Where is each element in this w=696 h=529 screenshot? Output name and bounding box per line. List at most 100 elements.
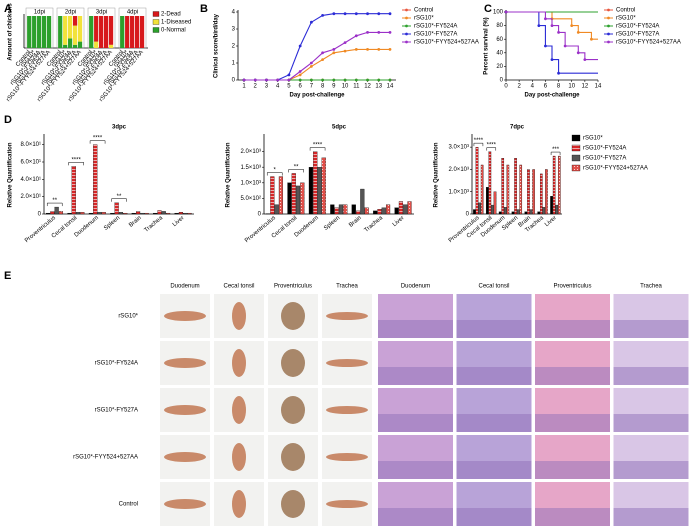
x-tick-label: Liver <box>172 215 186 228</box>
point <box>388 78 392 82</box>
chart-title: 3dpc <box>112 125 127 131</box>
micrograph-tissue <box>535 461 610 479</box>
x-tick-label: 7 <box>310 84 314 90</box>
point <box>298 70 302 73</box>
point <box>298 73 302 77</box>
bar <box>351 204 356 215</box>
legend-label: rSG10*-FY524A <box>583 146 626 152</box>
organ <box>281 490 305 518</box>
y-axis-label: Amount of chickens <box>8 3 14 61</box>
legend-marker <box>405 40 408 44</box>
series-line <box>244 13 390 81</box>
bar-segment <box>63 16 68 45</box>
chart-title: 5dpc <box>332 125 347 131</box>
organ <box>232 302 246 330</box>
organ <box>326 312 368 320</box>
x-tick-label: 12 <box>364 84 371 90</box>
panel-label: C <box>484 3 492 15</box>
chart-title: 7dpc <box>510 125 525 131</box>
x-tick-label: Proventriculus <box>244 215 277 244</box>
x-tick-label: 3 <box>265 84 269 90</box>
y-axis-label: Relative Quantification <box>8 142 14 207</box>
bar <box>557 155 561 215</box>
legend-marker <box>405 24 408 28</box>
significance-bracket <box>486 147 497 151</box>
bar <box>183 212 188 215</box>
bar <box>511 211 515 215</box>
panel-label: B <box>200 3 208 15</box>
x-tick-label: Brain <box>128 215 143 229</box>
point <box>557 71 560 75</box>
y-tick-label: 5.0×10² <box>240 196 261 202</box>
x-tick-label: Liver <box>392 215 406 228</box>
x-tick-label: 8 <box>557 84 561 90</box>
bar <box>552 155 556 215</box>
bar <box>403 204 408 215</box>
bar-segment <box>125 16 130 48</box>
y-tick-label: 3.0×10³ <box>448 145 469 151</box>
legend-label: rSG10*-FY527A <box>583 156 626 162</box>
point <box>343 49 347 53</box>
organ <box>281 302 305 330</box>
legend-label: rSG10*-FYY524+527AA <box>414 40 479 46</box>
legend-label: rSG10*-FY527A <box>616 32 659 38</box>
significance-label: ** <box>52 198 57 204</box>
bar <box>50 211 55 215</box>
bar <box>360 188 365 215</box>
point <box>366 78 369 82</box>
bar-segment <box>94 16 99 42</box>
x-tick-label: Proventriculus <box>24 215 57 244</box>
bar-segment <box>120 16 125 48</box>
column-header: Trachea <box>640 284 662 290</box>
x-tick-label: 5 <box>287 84 291 90</box>
column-header: Cecal tonsil <box>478 284 509 290</box>
organ <box>326 406 368 414</box>
bar <box>174 212 179 215</box>
bar <box>123 212 128 215</box>
bar <box>58 211 64 215</box>
organ <box>164 358 206 368</box>
legend-swatch <box>152 11 160 17</box>
significance-bracket <box>111 198 127 202</box>
group-label: 2dpi <box>65 10 76 16</box>
bar <box>381 207 386 215</box>
point <box>332 51 336 55</box>
bar <box>501 158 505 215</box>
x-tick-label: 14 <box>595 84 602 90</box>
panel-label: D <box>4 114 12 126</box>
significance-label: **** <box>71 157 81 163</box>
bar-segment <box>108 16 114 45</box>
column-header: Proventriculus <box>553 284 591 290</box>
bar <box>498 211 502 215</box>
bar <box>398 201 404 215</box>
bar <box>550 196 553 215</box>
x-tick-label: Spleen <box>323 215 341 232</box>
micrograph-tissue <box>378 461 453 479</box>
bar-segment <box>72 44 78 48</box>
micrograph-tissue <box>613 461 689 479</box>
bar-segment <box>77 16 83 42</box>
bar-segment <box>68 16 73 39</box>
legend-marker <box>405 8 408 12</box>
y-tick-label: 0 <box>500 78 504 84</box>
point <box>537 24 541 27</box>
bar <box>516 209 520 215</box>
series-line <box>244 48 390 81</box>
column-header: Trachea <box>336 284 358 290</box>
point <box>583 58 587 61</box>
bar <box>542 207 546 215</box>
organ <box>326 500 368 508</box>
significance-bracket <box>473 142 484 147</box>
point <box>321 58 325 61</box>
row-label: Control <box>119 502 138 508</box>
significance-label: **** <box>487 143 497 149</box>
point <box>388 31 392 34</box>
bar <box>506 164 510 215</box>
bar <box>135 211 141 215</box>
point <box>550 24 554 27</box>
point <box>354 78 358 82</box>
bar <box>355 210 361 215</box>
bar-segment <box>108 44 114 48</box>
bar <box>140 212 145 215</box>
